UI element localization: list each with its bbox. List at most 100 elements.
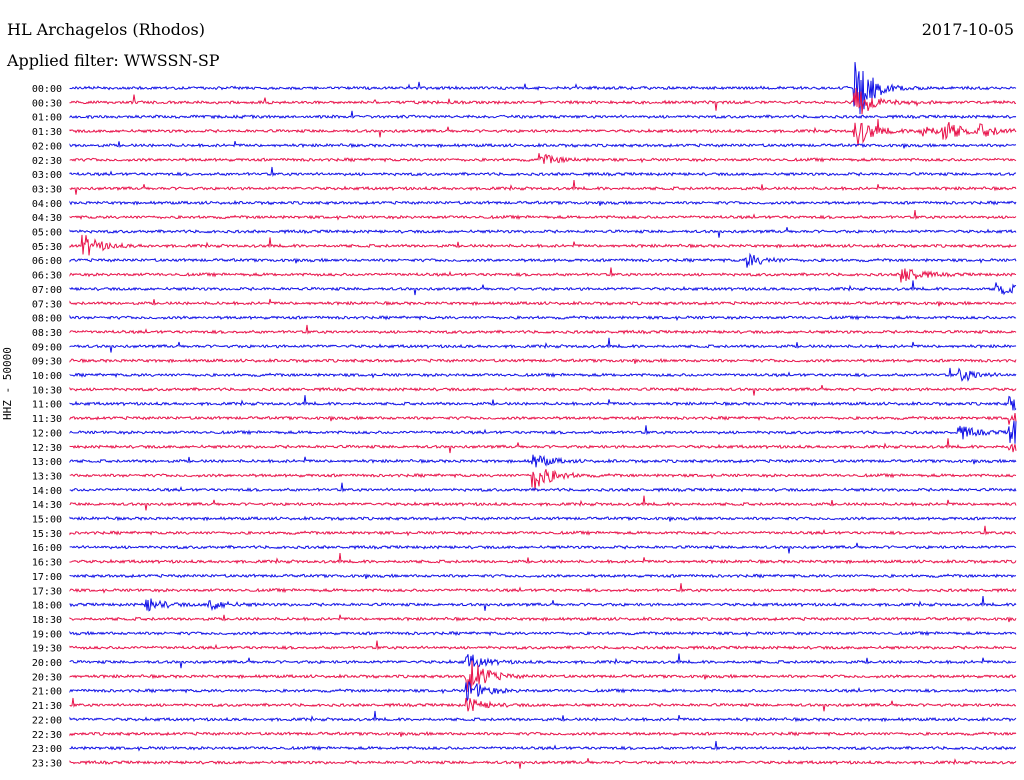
trace-line <box>69 553 1017 565</box>
trace-line <box>69 469 1017 491</box>
trace-line <box>69 267 1017 283</box>
trace-line <box>69 525 1017 537</box>
trace-line <box>69 515 1017 522</box>
trace-line <box>69 758 1017 769</box>
trace-line <box>69 660 1017 694</box>
trace-line <box>69 420 1017 444</box>
trace-line <box>69 710 1017 723</box>
time-label: 10:30 <box>32 385 62 396</box>
trace-line <box>69 438 1017 454</box>
trace-line <box>69 653 1017 669</box>
trace-line <box>69 573 1017 580</box>
time-label: 17:00 <box>32 572 62 583</box>
time-label: 13:00 <box>32 457 62 468</box>
trace-line <box>69 227 1017 238</box>
trace-line <box>69 495 1017 511</box>
time-label: 06:00 <box>32 256 62 267</box>
time-label: 00:30 <box>32 98 62 109</box>
trace-line <box>69 324 1017 335</box>
trace-line <box>69 482 1017 493</box>
time-label: 13:30 <box>32 471 62 482</box>
time-label: 22:30 <box>32 730 62 741</box>
time-label: 05:30 <box>32 242 62 253</box>
trace-line <box>69 367 1017 382</box>
trace-line <box>69 62 1017 115</box>
time-label: 05:00 <box>32 228 62 239</box>
time-label: 16:00 <box>32 543 62 554</box>
time-label: 08:30 <box>32 328 62 339</box>
trace-line <box>69 179 1017 195</box>
trace-line <box>69 166 1017 178</box>
trace-line <box>69 210 1017 221</box>
trace-line <box>69 596 1017 612</box>
filter-label: Applied filter: WWSSN-SP <box>7 51 220 70</box>
trace-line <box>69 252 1017 268</box>
time-label: 07:30 <box>32 299 62 310</box>
trace-line <box>69 583 1017 594</box>
time-label: 09:00 <box>32 342 62 353</box>
time-label: 22:00 <box>32 715 62 726</box>
trace-line <box>69 384 1017 396</box>
time-label: 15:00 <box>32 515 62 526</box>
time-label: 19:00 <box>32 629 62 640</box>
time-label: 12:30 <box>32 443 62 454</box>
date-label: 2017-10-05 <box>921 20 1014 39</box>
time-label: 21:30 <box>32 701 62 712</box>
time-label: 09:30 <box>32 357 62 368</box>
time-label: 02:30 <box>32 156 62 167</box>
trace-line <box>69 731 1017 737</box>
trace-line <box>69 681 1017 703</box>
time-label: 06:30 <box>32 271 62 282</box>
trace-line <box>69 614 1017 623</box>
time-label: 16:30 <box>32 558 62 569</box>
trace-line <box>69 454 1017 468</box>
time-label: 01:30 <box>32 127 62 138</box>
time-label: 17:30 <box>32 586 62 597</box>
time-label: 01:00 <box>32 113 62 124</box>
time-label: 20:30 <box>32 672 62 683</box>
trace-line <box>69 697 1017 712</box>
trace-line <box>69 357 1017 364</box>
trace-line <box>69 640 1017 651</box>
station-title: HL Archagelos (Rhodos) <box>7 20 205 39</box>
time-label: 21:00 <box>32 687 62 698</box>
trace-line <box>69 395 1017 411</box>
time-label: 18:30 <box>32 615 62 626</box>
time-label: 15:30 <box>32 529 62 540</box>
trace-line <box>69 314 1017 322</box>
trace-line <box>69 234 1017 256</box>
time-label: 07:00 <box>32 285 62 296</box>
trace-line <box>69 337 1017 353</box>
trace-line <box>69 199 1017 206</box>
time-label: 23:30 <box>32 758 62 769</box>
trace-line <box>69 87 1017 115</box>
time-label: 14:30 <box>32 500 62 511</box>
trace-line <box>69 740 1016 752</box>
time-label: 11:00 <box>32 400 62 411</box>
time-label: 00:00 <box>32 84 62 95</box>
time-label: 03:00 <box>32 170 62 181</box>
time-label: 23:00 <box>32 744 62 755</box>
time-label: 02:00 <box>32 141 62 152</box>
time-label: 11:30 <box>32 414 62 425</box>
time-label: 20:00 <box>32 658 62 669</box>
trace-line <box>69 413 1017 425</box>
time-label: 04:00 <box>32 199 62 210</box>
trace-line <box>69 110 1017 120</box>
time-label: 10:00 <box>32 371 62 382</box>
trace-line <box>69 119 1017 146</box>
trace-line <box>69 140 1017 149</box>
time-label: 18:00 <box>32 601 62 612</box>
time-label: 14:00 <box>32 486 62 497</box>
trace-line <box>69 542 1017 554</box>
trace-line <box>69 280 1017 296</box>
time-label: 12:00 <box>32 428 62 439</box>
trace-line <box>69 153 1017 164</box>
trace-line <box>69 298 1017 307</box>
time-label: 19:30 <box>32 644 62 655</box>
time-label: 04:30 <box>32 213 62 224</box>
trace-line <box>69 630 1017 637</box>
time-label: 03:30 <box>32 184 62 195</box>
time-label: 08:00 <box>32 314 62 325</box>
